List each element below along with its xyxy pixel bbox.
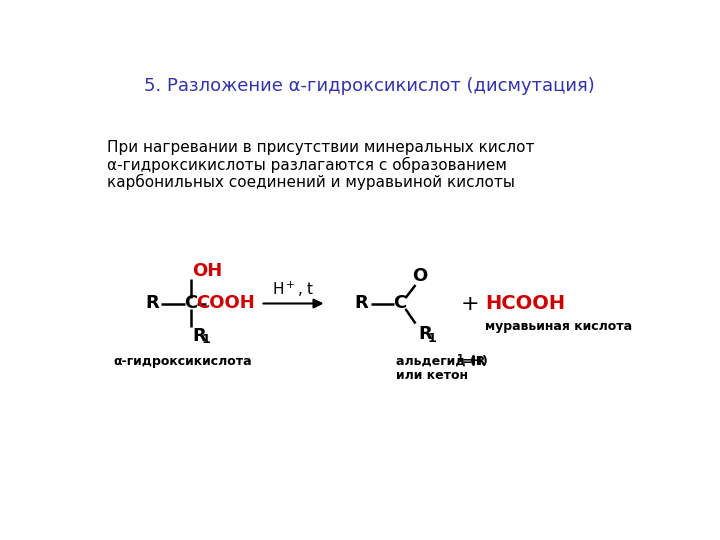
Text: 1: 1 <box>202 333 210 346</box>
Text: R: R <box>145 294 159 313</box>
Text: R: R <box>354 294 368 313</box>
Text: C: C <box>393 294 407 313</box>
Text: COOH: COOH <box>197 294 255 313</box>
Text: α-гидроксикислота: α-гидроксикислота <box>114 355 252 368</box>
Text: O: O <box>412 267 427 285</box>
Text: муравьиная кислота: муравьиная кислота <box>485 320 632 333</box>
Text: H$^+$, t: H$^+$, t <box>272 280 315 299</box>
Text: карбонильных соединений и муравьиной кислоты: карбонильных соединений и муравьиной кис… <box>107 174 515 190</box>
Text: HCOOH: HCOOH <box>485 294 565 313</box>
Text: R: R <box>192 327 206 345</box>
Text: 1: 1 <box>428 332 436 345</box>
Text: R: R <box>418 325 432 343</box>
Text: α-гидроксикислоты разлагаются с образованием: α-гидроксикислоты разлагаются с образова… <box>107 157 507 173</box>
Text: или кетон: или кетон <box>396 369 468 382</box>
Text: C: C <box>184 294 197 313</box>
Text: При нагревании в присутствии минеральных кислот: При нагревании в присутствии минеральных… <box>107 140 534 156</box>
Text: альдегид (R: альдегид (R <box>396 355 485 368</box>
Text: OH: OH <box>192 262 222 280</box>
Text: 5. Разложение α-гидроксикислот (дисмутация): 5. Разложение α-гидроксикислот (дисмутац… <box>143 77 595 96</box>
Text: =H): =H) <box>462 355 488 368</box>
Text: 1: 1 <box>457 354 464 364</box>
Text: +: + <box>460 294 479 314</box>
